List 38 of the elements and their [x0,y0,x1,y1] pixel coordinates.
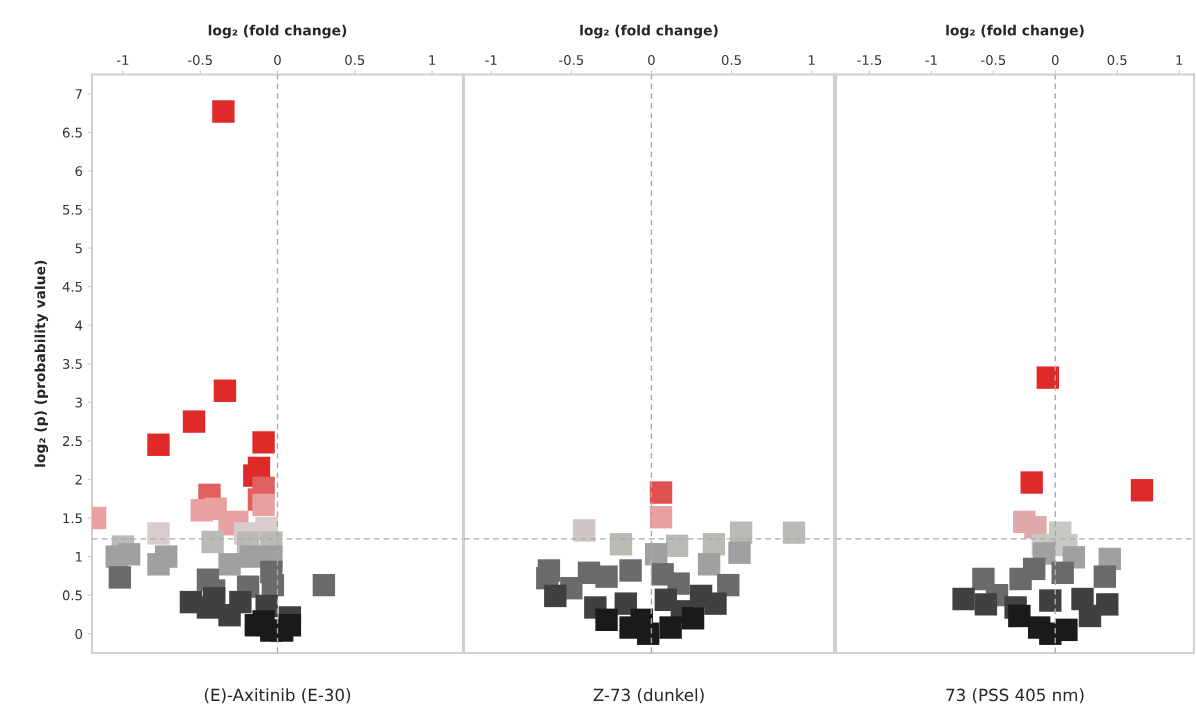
x-tick-label: -1 [485,55,497,65]
y-tick-label: 5 [75,243,82,254]
x-tick-label: 0.5 [721,55,741,65]
y-tick-label: 0 [75,628,83,639]
x-tick-label: -1 [925,55,937,65]
y-tick-label: 5.5 [63,204,82,215]
y-tick-label: 3.5 [63,358,82,369]
x-tick-label: -1.5 [857,55,882,65]
y-tick-label: 7 [75,89,82,99]
y-tick-label: 2 [75,474,82,485]
y-axis-title: log₂ (p) (probability value) [34,260,49,467]
y-tick-label: 4.5 [62,282,82,292]
x-tick-label: 1 [808,55,815,65]
y-tick-label: 3 [75,397,82,408]
y-tick-label: 6.5 [62,127,82,138]
x-axis-title: log₂ (fold change) [580,24,718,39]
x-tick-label: 1 [429,55,436,65]
x-axis-title: log₂ (fold change) [208,24,347,39]
x-tick-label: -1 [116,55,129,65]
x-axis-title: log₂ (fold change) [946,24,1084,39]
y-tick-label: 0.5 [62,590,82,601]
x-tick-label: 0.5 [1107,55,1127,65]
y-tick-label: 4 [75,320,83,331]
x-tick-label: -0.5 [981,55,1006,65]
x-tick-label: -0.5 [187,55,212,65]
x-tick-label: 0.5 [345,55,365,65]
text: Z-73 (dunkel) [593,688,704,704]
text: (E)-Axitinib (E-30) [204,688,351,704]
y-tick-label: 6 [75,166,83,177]
y-tick-label: 1.5 [63,513,82,524]
y-tick-label: 1 [76,551,82,562]
x-tick-label: 0 [648,55,655,65]
y-tick-label: 2.5 [62,436,82,447]
x-tick-label: -0.5 [559,55,584,65]
x-tick-label: 0 [274,55,281,65]
text: 73 (PSS 405 nm) [946,688,1084,704]
x-tick-label: 0 [1051,55,1059,65]
x-tick-label: 1 [1176,55,1183,65]
